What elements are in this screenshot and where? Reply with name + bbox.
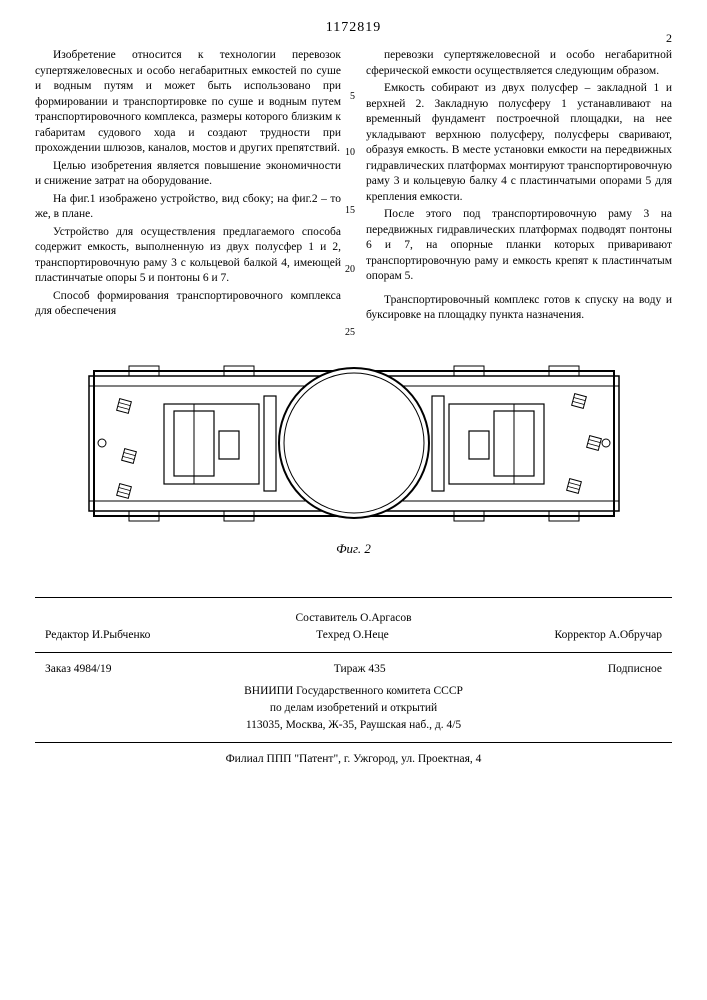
line-marker: 25 bbox=[345, 326, 355, 340]
para: Емкость собирают из двух полусфер – закл… bbox=[366, 81, 672, 205]
line-marker: 10 bbox=[345, 146, 355, 160]
para: перевозки супертяжеловесной и особо нега… bbox=[366, 48, 672, 79]
order-number: Заказ 4984/19 bbox=[45, 661, 112, 678]
para: Транспортировочный комплекс готов к спус… bbox=[366, 293, 672, 324]
para: Изобретение относится к технологии перев… bbox=[35, 48, 341, 157]
subscription: Подписное bbox=[608, 661, 662, 678]
para: Способ формирования транспортировочного … bbox=[35, 289, 341, 320]
left-column: Изобретение относится к технологии перев… bbox=[35, 48, 341, 326]
figure-2-svg bbox=[74, 351, 634, 536]
figure-2: Фиг. 2 bbox=[74, 351, 634, 557]
footer: Составитель О.Аргасов Редактор И.Рыбченк… bbox=[35, 597, 672, 769]
footer-credits: Редактор И.Рыбченко Техред О.Неце Коррек… bbox=[35, 627, 672, 644]
org-line-2: по делам изобретений и открытий bbox=[35, 700, 672, 717]
text-columns: 2 Изобретение относится к технологии пер… bbox=[35, 48, 672, 326]
line-marker: 20 bbox=[345, 263, 355, 277]
circulation: Тираж 435 bbox=[334, 661, 386, 678]
para: Целью изобретения является повышение эко… bbox=[35, 159, 341, 190]
branch: Филиал ППП "Патент", г. Ужгород, ул. Про… bbox=[35, 751, 672, 768]
technical: Техред О.Неце bbox=[316, 627, 389, 644]
figure-caption: Фиг. 2 bbox=[74, 541, 634, 557]
line-marker: 15 bbox=[345, 204, 355, 218]
para: Устройство для осуществления предлагаемо… bbox=[35, 225, 341, 287]
page-number: 2 bbox=[666, 30, 672, 46]
address: 113035, Москва, Ж-35, Раушская наб., д. … bbox=[35, 717, 672, 734]
compiler: Составитель О.Аргасов bbox=[35, 610, 672, 627]
line-marker: 5 bbox=[350, 90, 355, 104]
org-line-1: ВНИИПИ Государственного комитета СССР bbox=[35, 683, 672, 700]
right-column: перевозки супертяжеловесной и особо нега… bbox=[366, 48, 672, 326]
corrector: Корректор А.Обручар bbox=[555, 627, 662, 644]
para: На фиг.1 изображено устройство, вид сбок… bbox=[35, 192, 341, 223]
footer-order: Заказ 4984/19 Тираж 435 Подписное bbox=[35, 661, 672, 678]
document-number: 1172819 bbox=[35, 20, 672, 36]
patent-page: 1172819 2 Изобретение относится к технол… bbox=[0, 0, 707, 799]
editor: Редактор И.Рыбченко bbox=[45, 627, 150, 644]
para: После этого под транспортировочную раму … bbox=[366, 207, 672, 285]
